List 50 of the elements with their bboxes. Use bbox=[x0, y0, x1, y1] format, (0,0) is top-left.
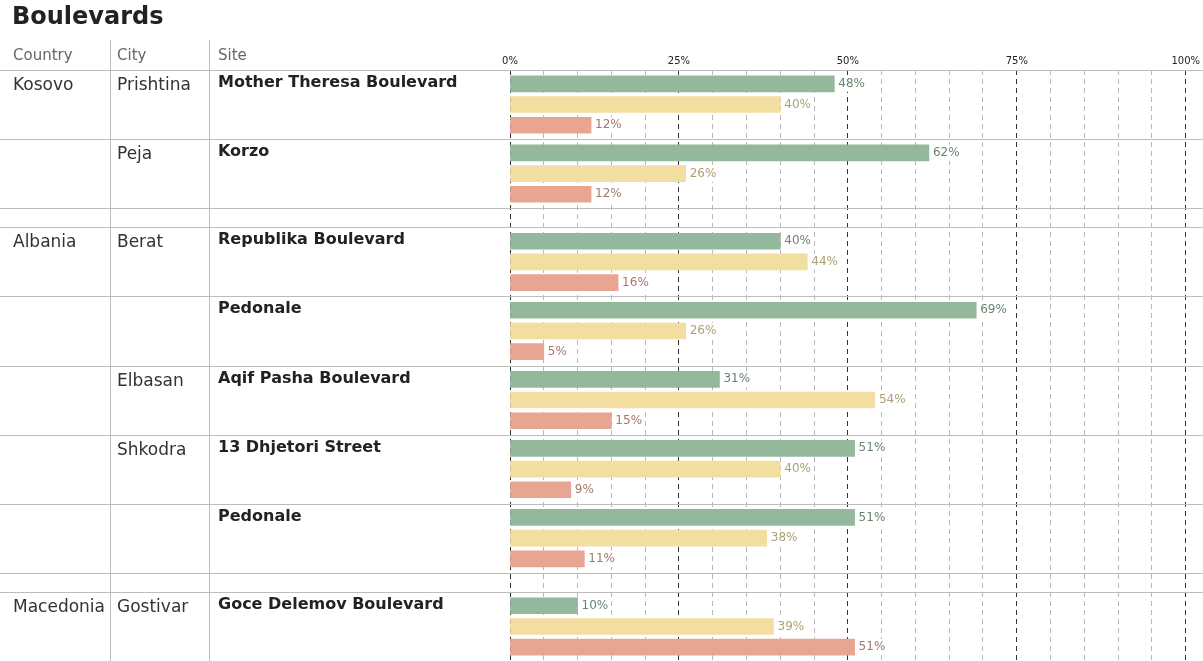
data-label: 10% bbox=[581, 597, 609, 612]
x-tick-label: 0% bbox=[502, 54, 518, 66]
data-label: 12% bbox=[595, 117, 622, 132]
data-label: 40% bbox=[784, 96, 811, 111]
x-tick-label: 50% bbox=[836, 54, 859, 66]
text: City bbox=[117, 46, 147, 64]
data-label: 51% bbox=[858, 509, 886, 524]
data-label: 51% bbox=[858, 440, 886, 455]
text: Shkodra bbox=[117, 438, 187, 459]
data-label: 12% bbox=[595, 186, 622, 201]
x-tick-label: 75% bbox=[1005, 54, 1028, 66]
x-tick-label: 25% bbox=[667, 54, 691, 66]
data-label: 26% bbox=[689, 165, 717, 180]
data-label: 11% bbox=[588, 550, 615, 565]
y-tick-label: Mother Theresa Boulevard bbox=[218, 72, 458, 91]
text: Prishtina bbox=[117, 74, 191, 94]
data-label: 48% bbox=[838, 75, 866, 90]
text: Gostivar bbox=[117, 595, 189, 616]
y-tick-label: Pedonale bbox=[218, 505, 302, 525]
y-tick-label: Aqif Pasha Boulevard bbox=[218, 367, 411, 387]
data-label: 54% bbox=[878, 392, 906, 407]
y-tick-label: Pedonale bbox=[218, 298, 302, 318]
text: Kosovo bbox=[13, 74, 74, 94]
y-tick-label: Goce Delemov Boulevard bbox=[218, 593, 444, 613]
y-tick-label: Korzo bbox=[218, 141, 270, 161]
data-label: 44% bbox=[811, 254, 838, 269]
data-label: 9% bbox=[574, 481, 594, 496]
data-label: 40% bbox=[784, 233, 811, 248]
data-label: 51% bbox=[858, 639, 886, 654]
text: Boulevards bbox=[12, 2, 164, 30]
data-label: 16% bbox=[622, 274, 649, 289]
data-label: 39% bbox=[777, 618, 805, 633]
y-tick-label: 13 Dhjetori Street bbox=[218, 436, 381, 456]
data-label: 5% bbox=[547, 343, 567, 358]
data-label: 69% bbox=[980, 302, 1007, 317]
data-label: 26% bbox=[689, 323, 717, 338]
data-label: 40% bbox=[784, 461, 811, 476]
data-label: 62% bbox=[932, 144, 960, 159]
data-label: 15% bbox=[615, 412, 643, 427]
text: Elbasan bbox=[117, 369, 184, 390]
text: Berat bbox=[117, 231, 164, 252]
text: Peja bbox=[117, 143, 153, 164]
text: Albania bbox=[13, 231, 77, 252]
text: Country bbox=[13, 46, 73, 64]
text: Site bbox=[218, 46, 247, 64]
data-label: 38% bbox=[770, 530, 798, 545]
text: Macedonia bbox=[13, 595, 105, 616]
data-label: 31% bbox=[723, 371, 751, 386]
y-tick-label: Republika Boulevard bbox=[218, 229, 405, 249]
x-tick-label: 100% bbox=[1171, 54, 1200, 66]
